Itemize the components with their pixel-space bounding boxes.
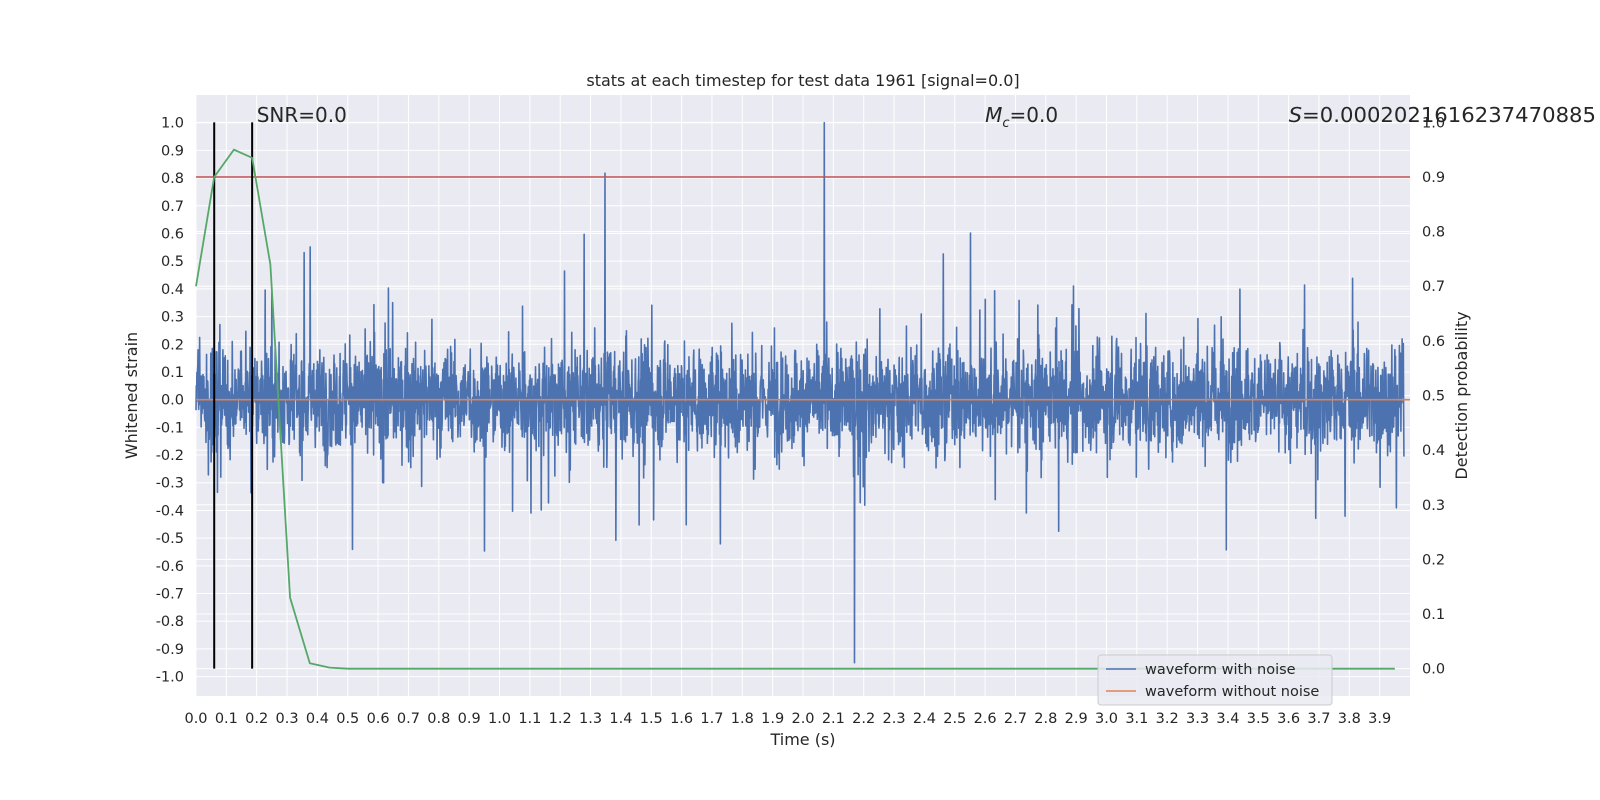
y2-tick-label: 0.9 bbox=[1422, 170, 1445, 186]
x-tick-label: 2.2 bbox=[852, 711, 875, 727]
y-tick-label: 0.3 bbox=[161, 310, 184, 326]
y2-tick-label: 1.0 bbox=[1422, 115, 1445, 131]
x-tick-label: 2.0 bbox=[791, 711, 814, 727]
y2-tick-label: 0.6 bbox=[1422, 334, 1445, 350]
x-tick-label: 3.3 bbox=[1186, 711, 1209, 727]
y-tick-label: 0.9 bbox=[161, 143, 184, 159]
x-tick-label: 0.3 bbox=[276, 711, 299, 727]
x-tick-label: 2.8 bbox=[1034, 711, 1057, 727]
x-tick-label: 3.1 bbox=[1125, 711, 1148, 727]
y-tick-label: -0.4 bbox=[156, 503, 184, 519]
y-tick-label: 1.0 bbox=[161, 116, 184, 132]
legend-label-noise: waveform with noise bbox=[1145, 662, 1296, 678]
series-line-probability bbox=[195, 148, 1395, 670]
x-tick-label: 1.0 bbox=[488, 711, 511, 727]
x-tick-label: 2.4 bbox=[913, 711, 936, 727]
y2-axis-ticks: 1.0 0.9 0.8 0.7 0.6 0.5 0.4 0.3 0.2 0.1 0.0 bbox=[1422, 115, 1445, 677]
x-axis-label: Time (s) bbox=[769, 730, 835, 749]
x-tick-label: 3.8 bbox=[1338, 711, 1361, 727]
x-tick-label: 0.1 bbox=[215, 711, 238, 727]
y-tick-label: -0.1 bbox=[156, 420, 184, 436]
y2-tick-label: 0.7 bbox=[1422, 279, 1445, 295]
x-tick-label: 1.3 bbox=[579, 711, 602, 727]
x-tick-label: 0.7 bbox=[397, 711, 420, 727]
legend-label-clean: waveform without noise bbox=[1145, 684, 1319, 700]
x-tick-label: 0.6 bbox=[367, 711, 390, 727]
y2-axis-label: Detection probability bbox=[1452, 311, 1471, 479]
x-tick-label: 3.4 bbox=[1216, 711, 1239, 727]
x-tick-label: 0.0 bbox=[184, 711, 207, 727]
x-tick-label: 3.9 bbox=[1368, 711, 1391, 727]
x-tick-label: 3.6 bbox=[1277, 711, 1300, 727]
x-tick-label: 1.6 bbox=[670, 711, 693, 727]
x-tick-label: 1.4 bbox=[609, 711, 632, 727]
x-tick-label: 2.7 bbox=[1004, 711, 1027, 727]
x-tick-label: 1.9 bbox=[761, 711, 784, 727]
y2-tick-label: 0.0 bbox=[1422, 662, 1445, 678]
x-axis-ticks: 0.0 0.1 0.2 0.3 0.4 0.5 0.6 0.7 0.8 0.9 1.0 1.1 1.2 1… bbox=[184, 711, 1391, 727]
y2-tick-label: 0.5 bbox=[1422, 389, 1445, 405]
x-tick-label: 3.0 bbox=[1095, 711, 1118, 727]
x-tick-label: 2.5 bbox=[943, 711, 966, 727]
y-tick-label: -1.0 bbox=[156, 670, 184, 686]
y-tick-label: 0.7 bbox=[161, 199, 184, 215]
mc-value: =0.0 bbox=[1010, 103, 1059, 127]
y2-tick-label: 0.2 bbox=[1422, 552, 1445, 568]
y-tick-label: -0.2 bbox=[156, 448, 184, 464]
y2-tick-label: 0.1 bbox=[1422, 607, 1445, 623]
x-tick-label: 0.9 bbox=[458, 711, 481, 727]
mc-annotation: Mc=0.0 bbox=[985, 103, 1058, 131]
x-tick-label: 3.5 bbox=[1247, 711, 1270, 727]
x-tick-label: 2.1 bbox=[822, 711, 845, 727]
x-tick-label: 0.2 bbox=[245, 711, 268, 727]
x-tick-label: 0.5 bbox=[336, 711, 359, 727]
y-tick-label: -0.5 bbox=[156, 531, 184, 547]
x-tick-label: 0.8 bbox=[427, 711, 450, 727]
mc-symbol: M bbox=[985, 103, 1002, 127]
y-tick-label: -0.8 bbox=[156, 614, 184, 630]
mc-subscript: c bbox=[1002, 116, 1009, 131]
y2-tick-label: 0.4 bbox=[1422, 443, 1445, 459]
s-annotation: S=0.0002021616237470885 bbox=[1289, 103, 1596, 127]
y-tick-label: 0.5 bbox=[161, 254, 184, 270]
y-axis-label: Whitened strain bbox=[122, 332, 141, 459]
s-value: =0.0002021616237470885 bbox=[1302, 103, 1596, 127]
x-tick-label: 3.2 bbox=[1156, 711, 1179, 727]
y-axis-ticks: 1.0 0.9 0.8 0.7 0.6 0.5 0.4 0.3 0.2 0.1 0.0 -0.1 -0.… bbox=[156, 116, 184, 686]
x-tick-label: 1.5 bbox=[640, 711, 663, 727]
x-tick-label: 1.1 bbox=[518, 711, 541, 727]
y-tick-label: 0.4 bbox=[161, 282, 184, 298]
y-tick-label: -0.7 bbox=[156, 587, 184, 603]
y2-tick-label: 0.8 bbox=[1422, 225, 1445, 241]
x-tick-label: 2.3 bbox=[883, 711, 906, 727]
x-tick-label: 2.9 bbox=[1065, 711, 1088, 727]
x-tick-label: 2.6 bbox=[974, 711, 997, 727]
legend-box bbox=[1097, 654, 1333, 706]
legend: waveform with noise waveform without noi… bbox=[1097, 654, 1333, 706]
y2-tick-label: 0.3 bbox=[1422, 498, 1445, 514]
x-tick-label: 1.7 bbox=[700, 711, 723, 727]
y-tick-label: 0.1 bbox=[161, 365, 184, 381]
chart-title: stats at each timestep for test data 196… bbox=[586, 71, 1019, 90]
y-tick-label: 0.6 bbox=[161, 226, 184, 242]
y-tick-label: -0.9 bbox=[156, 642, 184, 658]
y-tick-label: 0.0 bbox=[161, 393, 184, 409]
snr-annotation: SNR=0.0 bbox=[257, 103, 347, 127]
x-tick-label: 0.4 bbox=[306, 711, 329, 727]
y-tick-label: -0.6 bbox=[156, 559, 184, 575]
y-tick-label: 0.2 bbox=[161, 337, 184, 353]
x-tick-label: 3.7 bbox=[1307, 711, 1330, 727]
y-tick-label: 0.8 bbox=[161, 171, 184, 187]
y-tick-label: -0.3 bbox=[156, 476, 184, 492]
s-symbol: S bbox=[1289, 103, 1303, 127]
x-tick-label: 1.2 bbox=[549, 711, 572, 727]
x-tick-label: 1.8 bbox=[731, 711, 754, 727]
